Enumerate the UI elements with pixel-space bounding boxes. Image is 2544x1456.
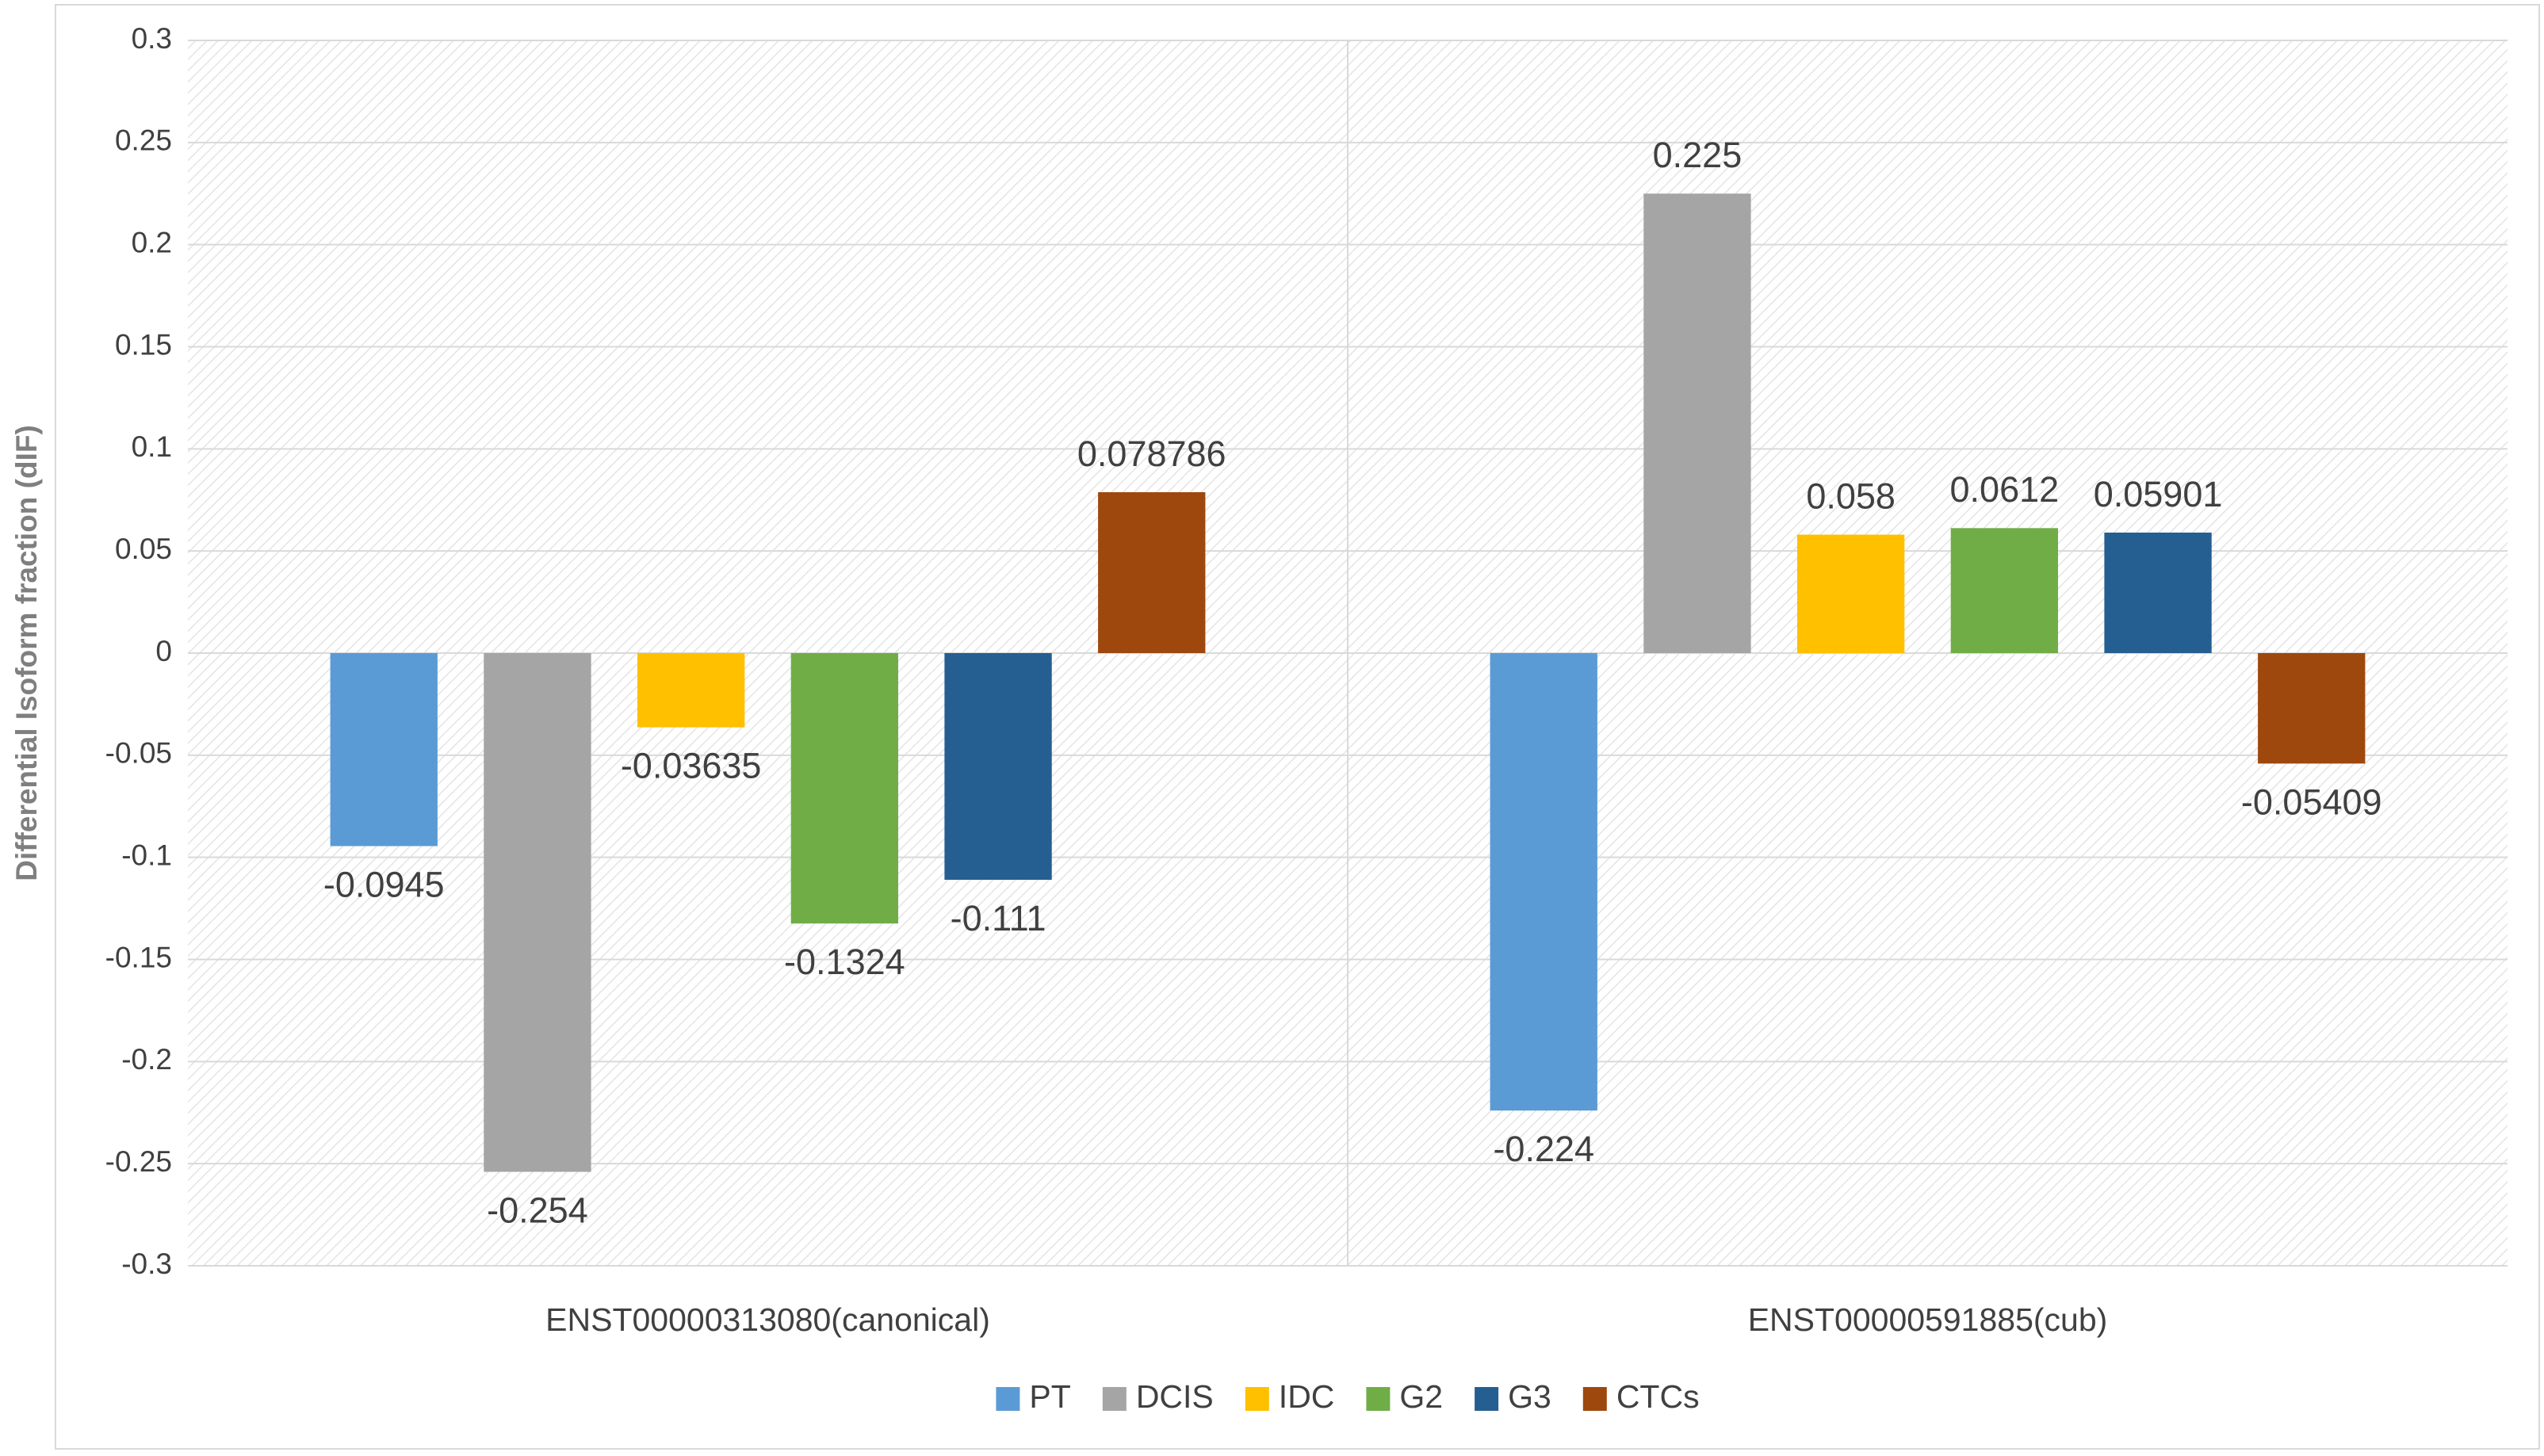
legend-swatch bbox=[996, 1387, 1020, 1411]
bar bbox=[1796, 534, 1905, 653]
y-tick-label: -0.25 bbox=[105, 1145, 172, 1178]
legend-label: DCIS bbox=[1136, 1378, 1214, 1415]
y-tick-label: -0.05 bbox=[105, 737, 172, 770]
data-label: 0.225 bbox=[1653, 135, 1743, 175]
data-label: -0.254 bbox=[487, 1190, 588, 1230]
bar bbox=[1490, 653, 1597, 1111]
y-tick-label: 0 bbox=[155, 635, 172, 667]
x-tick-label: ENST00000313080(canonical) bbox=[545, 1301, 990, 1338]
y-axis-label: Differential Isoform fraction (dIF) bbox=[10, 425, 43, 881]
y-tick-label: 0.3 bbox=[132, 22, 172, 55]
data-label: 0.0612 bbox=[1950, 469, 2060, 510]
legend-swatch bbox=[1582, 1387, 1607, 1411]
bar bbox=[944, 653, 1052, 881]
bar bbox=[1950, 528, 2059, 653]
legend-swatch bbox=[1475, 1387, 1499, 1411]
data-label: -0.0945 bbox=[323, 864, 445, 904]
y-tick-label: 0.2 bbox=[132, 226, 172, 258]
data-label: -0.1324 bbox=[784, 942, 905, 982]
legend-swatch bbox=[1102, 1387, 1127, 1411]
data-label: -0.03635 bbox=[621, 746, 762, 786]
y-tick-label: -0.15 bbox=[105, 941, 172, 973]
bar bbox=[637, 653, 745, 728]
legend-label: CTCs bbox=[1616, 1378, 1700, 1415]
legend-label: G2 bbox=[1399, 1378, 1443, 1415]
y-tick-label: 0.05 bbox=[115, 533, 172, 565]
bar bbox=[1643, 193, 1751, 653]
bar bbox=[2104, 532, 2212, 653]
bar bbox=[790, 653, 899, 924]
data-label: 0.078786 bbox=[1077, 434, 1226, 474]
legend-label: PT bbox=[1029, 1378, 1070, 1415]
x-tick-label: ENST00000591885(cub) bbox=[1748, 1301, 2108, 1338]
data-label: -0.05409 bbox=[2241, 782, 2382, 822]
y-tick-label: 0.25 bbox=[115, 124, 172, 157]
y-tick-label: -0.2 bbox=[121, 1043, 172, 1076]
legend-label: G3 bbox=[1508, 1378, 1551, 1415]
y-tick-label: -0.1 bbox=[121, 839, 172, 871]
legend-label: IDC bbox=[1279, 1378, 1335, 1415]
data-label: -0.224 bbox=[1493, 1129, 1594, 1169]
data-label: 0.05901 bbox=[2094, 474, 2223, 514]
y-tick-label: 0.1 bbox=[132, 430, 172, 463]
legend-swatch bbox=[1245, 1387, 1269, 1411]
bar bbox=[330, 653, 438, 846]
bar bbox=[1098, 491, 1206, 653]
data-label: -0.111 bbox=[951, 898, 1046, 938]
y-tick-label: 0.15 bbox=[115, 328, 172, 361]
data-label: 0.058 bbox=[1806, 476, 1896, 516]
y-tick-label: -0.3 bbox=[121, 1248, 172, 1280]
bar bbox=[2258, 653, 2366, 764]
bar bbox=[484, 653, 591, 1172]
legend-swatch bbox=[1366, 1387, 1391, 1411]
